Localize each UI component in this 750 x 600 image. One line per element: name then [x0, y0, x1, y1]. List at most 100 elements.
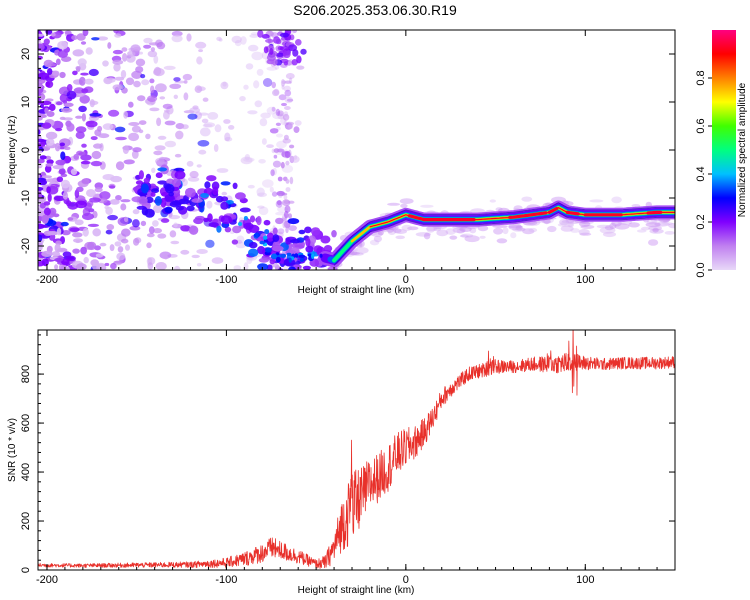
- ridge-blob: [145, 196, 154, 204]
- ridge-blob: [258, 257, 270, 263]
- noise-blob: [46, 186, 51, 194]
- noise-blob: [104, 77, 116, 83]
- halo-blob: [492, 224, 508, 228]
- noise-blob: [75, 126, 87, 133]
- noise-blob: [71, 35, 78, 41]
- noise-blob: [105, 229, 113, 235]
- plume-blob: [269, 48, 274, 55]
- noise-blob: [221, 191, 228, 196]
- halo-blob: [640, 226, 651, 231]
- ridge-blob: [164, 206, 173, 213]
- halo-blob: [611, 196, 622, 204]
- noise-blob: [133, 238, 140, 246]
- noise-blob: [59, 142, 65, 147]
- ridge-blob: [266, 232, 275, 242]
- noise-blob: [44, 107, 49, 114]
- noise-blob: [266, 66, 278, 71]
- y-tick-label: 20: [20, 48, 32, 60]
- plume-blob: [288, 225, 297, 232]
- noise-blob: [82, 212, 94, 221]
- halo-blob: [387, 228, 397, 235]
- noise-blob: [262, 179, 274, 188]
- noise-blob: [258, 206, 269, 216]
- halo-blob: [512, 227, 526, 232]
- ridge-blob: [283, 258, 296, 267]
- noise-blob: [149, 78, 155, 84]
- ridge-blob: [155, 172, 163, 179]
- noise-blob: [59, 71, 66, 79]
- plume-blob: [266, 144, 274, 149]
- noise-blob: [41, 250, 54, 257]
- ridge-core-blob: [255, 232, 259, 238]
- halo-blob: [561, 219, 575, 224]
- noise-blob: [87, 223, 99, 227]
- noise-blob: [153, 204, 163, 214]
- noise-blob: [89, 112, 102, 117]
- noise-blob: [175, 130, 184, 140]
- noise-blob: [82, 30, 89, 37]
- noise-blob: [197, 140, 210, 147]
- halo-blob: [614, 223, 630, 230]
- ridge-blob: [208, 222, 219, 228]
- halo-blob: [436, 229, 449, 237]
- ridge-core-blob: [319, 253, 323, 258]
- ridge-core-blob: [237, 222, 243, 226]
- noise-blob: [45, 163, 54, 167]
- halo-blob: [401, 224, 413, 231]
- noise-blob: [195, 41, 207, 49]
- noise-blob: [60, 107, 73, 113]
- plume-blob: [296, 65, 305, 70]
- plume-blob: [275, 108, 281, 116]
- noise-blob: [53, 195, 66, 201]
- noise-blob: [89, 99, 95, 108]
- noise-blob: [84, 78, 94, 85]
- noise-blob: [90, 160, 103, 167]
- ridge-blob: [220, 201, 229, 210]
- snr-marks: [38, 330, 675, 569]
- ridge-blob: [266, 264, 273, 270]
- noise-blob: [191, 254, 200, 259]
- noise-blob: [155, 83, 167, 93]
- noise-blob: [61, 258, 70, 266]
- noise-blob: [113, 260, 125, 264]
- ridge-blob: [143, 177, 150, 184]
- halo-blob: [392, 228, 402, 233]
- noise-blob: [52, 165, 64, 170]
- noise-blob: [235, 241, 247, 249]
- y-tick-label: -10: [20, 190, 32, 206]
- halo-blob: [330, 273, 340, 279]
- halo-blob: [373, 235, 382, 243]
- ridge-blob: [310, 227, 321, 236]
- noise-blob: [54, 243, 61, 253]
- noise-blob: [38, 223, 45, 229]
- noise-blob: [82, 227, 89, 237]
- snr-ylabel: SNR (10 * v/v): [7, 418, 18, 482]
- noise-blob: [180, 249, 190, 255]
- halo-blob: [510, 232, 517, 239]
- ridge-blob: [174, 170, 186, 180]
- halo-blob: [350, 252, 364, 256]
- noise-blob: [251, 51, 264, 61]
- plume-blob: [278, 30, 283, 33]
- noise-blob: [196, 56, 203, 65]
- noise-blob: [245, 63, 254, 70]
- noise-blob: [207, 112, 219, 120]
- halo-blob: [479, 235, 486, 239]
- ridge-blob: [263, 219, 271, 226]
- noise-blob: [54, 264, 59, 270]
- noise-blob: [80, 154, 92, 161]
- noise-blob: [66, 90, 77, 100]
- noise-blob: [186, 160, 194, 167]
- ridge-blob: [157, 167, 168, 172]
- y-tick-label: 400: [20, 463, 32, 481]
- ridge-blob: [157, 180, 168, 185]
- ridge-blob: [212, 186, 219, 195]
- ridge-blob: [188, 225, 199, 235]
- plume-blob: [288, 213, 292, 219]
- noise-blob: [148, 226, 155, 235]
- ridge-blob: [193, 217, 204, 225]
- plume-blob: [281, 84, 285, 90]
- noise-blob: [96, 36, 109, 41]
- colorbar-tick-label: 0.6: [695, 118, 707, 133]
- ridge-hot-segment: [508, 211, 548, 219]
